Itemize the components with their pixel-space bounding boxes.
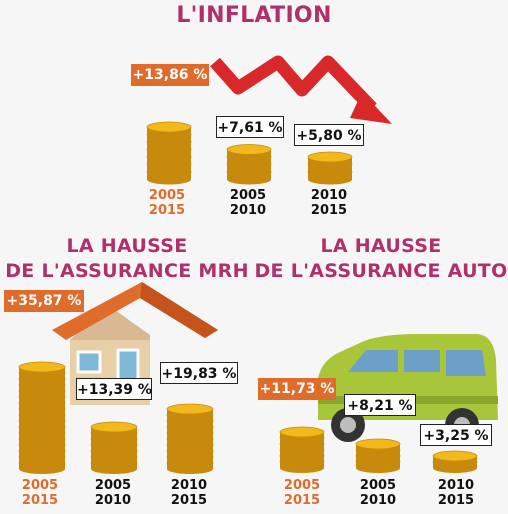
- coin-bottom: [227, 167, 271, 177]
- period-start: 2005: [283, 478, 321, 493]
- coin: [279, 426, 325, 438]
- inflation-period-label: 2005 2015: [137, 188, 197, 218]
- period-start: 2010: [170, 478, 208, 493]
- period-end: 2010: [229, 203, 267, 218]
- inflation-title: L'INFLATION: [176, 3, 332, 28]
- mrh-title-line-2: DE L'ASSURANCE MRH: [5, 260, 249, 282]
- auto-period-label: 2005 2010: [348, 478, 408, 508]
- inflation-value-label: +7,61 %: [216, 116, 284, 138]
- period-end: 2010: [94, 493, 132, 508]
- inflation-period-label: 2005 2010: [218, 188, 278, 218]
- red-zigzag-arrow-down-icon: [210, 55, 392, 124]
- coin-bottom: [227, 152, 271, 162]
- coin-stack-bar: [432, 450, 478, 473]
- coin-bottom: [308, 159, 352, 170]
- coin-bottom: [147, 167, 191, 177]
- coin: [307, 151, 353, 163]
- coin-stack-bar: [226, 144, 272, 185]
- coin: [146, 121, 192, 133]
- period-start: 2005: [229, 188, 267, 203]
- period-start: 2005: [94, 478, 132, 493]
- period-start: 2005: [359, 478, 397, 493]
- coin-bottom: [147, 144, 191, 155]
- period-start: 2005: [148, 188, 186, 203]
- coin-stack-bar: [279, 426, 325, 473]
- auto-period-label: 2005 2015: [272, 478, 332, 508]
- coin: [226, 144, 272, 155]
- coin: [90, 421, 138, 433]
- period-end: 2015: [21, 493, 59, 508]
- mrh-value-label: +19,83 %: [160, 362, 238, 384]
- inflation-value-label: +13,86 %: [131, 64, 209, 86]
- period-end: 2015: [437, 493, 475, 508]
- coin-bottom: [308, 167, 352, 177]
- coin-bottom: [147, 137, 191, 147]
- period-end: 2015: [283, 493, 321, 508]
- auto-title-line-2: DE L'ASSURANCE AUTO: [254, 260, 508, 282]
- period-start: 2005: [21, 478, 59, 493]
- coin-stacks: [18, 121, 478, 474]
- mrh-period-label: 2005 2010: [83, 478, 143, 508]
- auto-value-label: +3,25 %: [420, 424, 492, 446]
- coin-bottom: [147, 174, 191, 185]
- inflation-period-label: 2010 2015: [299, 188, 359, 218]
- mrh-period-label: 2005 2015: [10, 478, 70, 508]
- coin-stack-bar: [355, 438, 401, 473]
- mrh-value-label: +35,87 %: [4, 290, 84, 312]
- mrh-value-label: +13,39 %: [76, 378, 152, 400]
- coin-stack-bar: [18, 361, 66, 474]
- coin-bottom: [147, 129, 191, 140]
- auto-value-label: +8,21 %: [344, 394, 416, 416]
- coin: [432, 450, 478, 462]
- mrh-title-line-1: LA HAUSSE: [66, 235, 188, 257]
- mrh-period-label: 2010 2015: [159, 478, 219, 508]
- coin-bottom: [147, 159, 191, 170]
- coin: [355, 438, 401, 450]
- auto-value-label: +11,73 %: [258, 378, 336, 400]
- coin-stack-bar: [146, 121, 192, 185]
- period-end: 2015: [310, 203, 348, 218]
- auto-title-line-1: LA HAUSSE: [320, 235, 442, 257]
- coin-stack-bar: [90, 421, 138, 474]
- inflation-value-label: +5,80 %: [294, 124, 364, 146]
- period-start: 2010: [437, 478, 475, 493]
- auto-title: LA HAUSSE DE L'ASSURANCE AUTO: [254, 234, 508, 284]
- coin: [166, 403, 214, 415]
- coin-bottom: [227, 159, 271, 170]
- period-end: 2015: [170, 493, 208, 508]
- period-end: 2015: [148, 203, 186, 218]
- coin-bottom: [147, 152, 191, 162]
- coin-stack-bar: [166, 403, 214, 474]
- coin-stack-bar: [307, 151, 353, 185]
- auto-period-label: 2010 2015: [426, 478, 486, 508]
- period-end: 2010: [359, 493, 397, 508]
- coin-bottom: [308, 174, 352, 185]
- coin-bottom: [227, 174, 271, 185]
- coin: [18, 361, 66, 373]
- period-start: 2010: [310, 188, 348, 203]
- mrh-title: LA HAUSSE DE L'ASSURANCE MRH: [0, 234, 254, 284]
